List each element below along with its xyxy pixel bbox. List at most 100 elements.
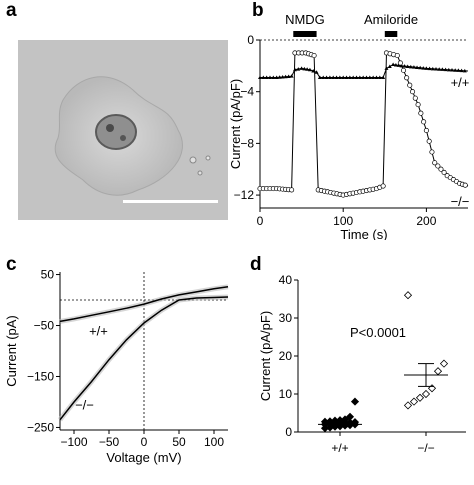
- c-y-tick-label: −150: [27, 369, 54, 383]
- b-point-wt: [331, 75, 336, 79]
- b-point-ko: [289, 187, 295, 193]
- c-x-tick-label: −50: [99, 435, 120, 449]
- b-series-label: +/+: [451, 75, 470, 90]
- d-x-tick-label: +/+: [331, 441, 348, 455]
- b-point-wt: [424, 66, 429, 70]
- b-point-ko: [409, 89, 416, 95]
- panel-d-label: d: [250, 254, 262, 275]
- d-y-tick-label: 30: [279, 311, 293, 325]
- b-point-wt: [437, 67, 442, 71]
- b-point-ko: [415, 102, 421, 108]
- b-point-wt: [305, 67, 310, 71]
- b-point-ko: [462, 182, 468, 188]
- b-bar-amiloride: [384, 31, 398, 37]
- panel-b-label: b: [252, 0, 264, 21]
- c-y-axis-label: Current (pA): [4, 315, 19, 387]
- c-series-label: +/+: [89, 324, 108, 339]
- b-point-wt: [337, 75, 342, 79]
- b-point-wt: [361, 75, 366, 79]
- d-y-tick-label: 40: [279, 273, 293, 287]
- c-series-line: [59, 286, 229, 323]
- d-point-ko: [421, 389, 431, 399]
- b-annotation-amiloride: Amiloride: [364, 12, 418, 27]
- d-point-wt: [350, 418, 360, 427]
- b-point-wt: [391, 62, 396, 67]
- b-point-wt: [286, 74, 291, 78]
- c-x-tick-label: 0: [141, 435, 148, 449]
- b-point-ko: [435, 163, 441, 169]
- d-point-ko: [409, 397, 419, 406]
- b-y-tick-label: −8: [240, 136, 254, 150]
- d-y-axis-label: Current (pA/pF): [258, 311, 273, 401]
- b-point-ko: [311, 52, 317, 59]
- c-x-tick-label: 50: [172, 435, 186, 449]
- c-y-tick-label: −50: [34, 319, 55, 333]
- b-series-label: −/−: [451, 194, 470, 209]
- b-series-line: [260, 52, 469, 196]
- scale-bar: [123, 200, 218, 203]
- chart-c: 50 −50 −150 −250 −100 −50 0 50 100 Voltage (mV) Cu…: [4, 268, 229, 465]
- b-y-tick-label: 0: [247, 33, 254, 47]
- b-point-wt: [440, 67, 445, 71]
- c-series-line: [59, 296, 229, 421]
- c-y-tick-label: −250: [27, 420, 54, 434]
- d-x-tick-label: −/−: [417, 441, 434, 455]
- panel-b: b 0 −4 −8 −12 0 100 200 Time (s) Current (pA/pF)…: [230, 0, 474, 240]
- b-point-wt: [354, 75, 359, 79]
- b-x-tick-label: 0: [257, 214, 264, 228]
- b-x-tick-label: 200: [416, 214, 436, 228]
- d-point-wt: [340, 415, 350, 424]
- b-x-tick-label: 100: [333, 214, 353, 228]
- d-p-value-annotation: P<0.0001: [350, 325, 406, 340]
- panel-a: a: [0, 0, 230, 240]
- b-point-wt: [289, 74, 294, 78]
- b-point-wt: [283, 74, 288, 79]
- b-point-wt: [317, 75, 322, 79]
- b-point-wt: [371, 75, 376, 79]
- d-y-tick-label: 10: [279, 387, 293, 401]
- b-point-wt: [374, 75, 379, 79]
- d-point-ko: [403, 401, 413, 410]
- b-point-wt: [321, 75, 326, 79]
- b-point-wt: [357, 75, 362, 79]
- b-point-ko: [438, 166, 444, 172]
- b-point-wt: [299, 66, 304, 70]
- panel-a-label: a: [6, 0, 17, 21]
- d-point-ko: [403, 291, 413, 300]
- b-point-wt: [347, 75, 352, 79]
- b-point-wt: [443, 67, 448, 72]
- b-point-ko: [412, 95, 418, 101]
- b-point-ko: [407, 82, 413, 88]
- b-point-wt: [434, 67, 438, 71]
- c-y-tick-label: 50: [41, 268, 55, 282]
- b-point-wt: [421, 66, 426, 70]
- b-y-tick-label: −4: [240, 85, 254, 99]
- b-point-wt: [367, 75, 372, 79]
- b-point-wt: [264, 75, 269, 79]
- b-point-ko: [423, 127, 429, 134]
- b-x-axis-label: Time (s): [340, 227, 387, 240]
- b-point-wt: [267, 75, 272, 79]
- b-point-wt: [258, 75, 262, 79]
- b-point-wt: [393, 62, 398, 67]
- b-y-axis-label: Current (pA/pF): [230, 79, 243, 169]
- b-point-ko: [397, 60, 403, 66]
- d-point-ko: [427, 384, 437, 393]
- b-point-wt: [402, 64, 407, 68]
- b-point-wt: [415, 65, 420, 69]
- b-point-ko: [418, 110, 424, 116]
- d-point-ko: [433, 367, 443, 376]
- b-point-wt: [381, 75, 386, 79]
- b-point-wt: [418, 65, 423, 70]
- b-point-wt: [450, 68, 454, 72]
- d-point-wt: [345, 412, 355, 421]
- b-point-wt: [277, 75, 282, 79]
- d-point-ko: [415, 393, 425, 402]
- b-point-ko: [394, 52, 400, 59]
- b-point-wt: [324, 75, 329, 79]
- b-annotation-nmdg: NMDG: [285, 12, 325, 27]
- b-point-wt: [344, 75, 349, 79]
- b-point-wt: [387, 64, 392, 68]
- b-point-wt: [314, 70, 319, 74]
